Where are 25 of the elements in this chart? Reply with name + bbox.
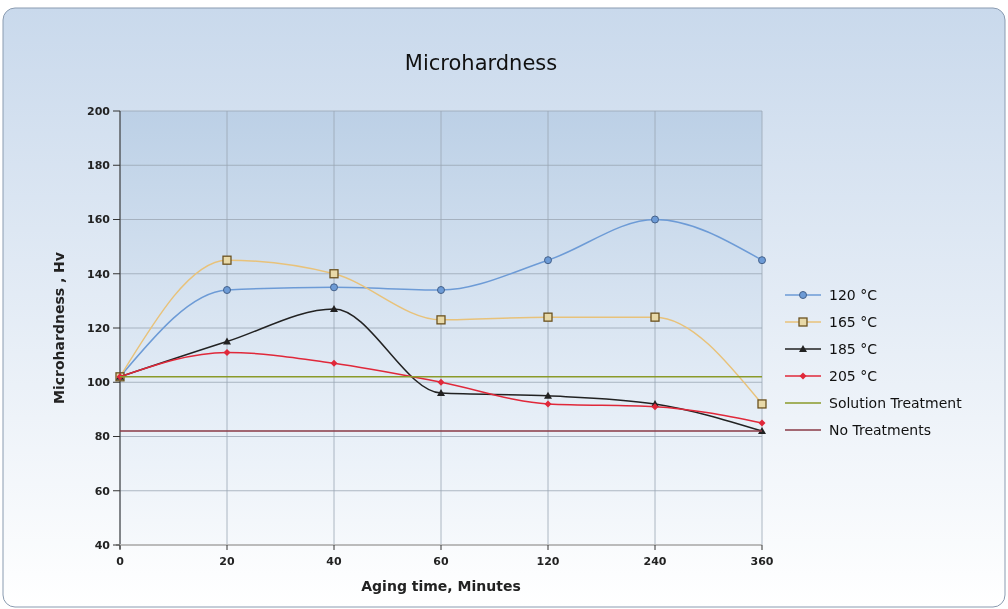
y-tick-label: 80 [94, 430, 111, 444]
y-tick-label: 140 [87, 267, 111, 281]
legend-label: No Treatments [829, 421, 932, 438]
chart-title: Microhardness [404, 51, 558, 75]
legend-label: 165 °C [829, 313, 878, 330]
x-tick-label: 20 [219, 555, 235, 568]
legend-label: 205 °C [829, 367, 878, 384]
legend-label: 185 °C [829, 340, 878, 357]
y-tick-label: 120 [87, 321, 111, 335]
x-tick-label: 60 [433, 555, 449, 568]
x-tick-label: 240 [643, 555, 667, 568]
y-tick-label: 200 [87, 104, 111, 118]
x-tick-label: 360 [750, 555, 774, 568]
x-tick-label: 0 [116, 555, 125, 568]
legend-label: Solution Treatment [829, 394, 963, 411]
y-tick-label: 160 [87, 213, 111, 227]
y-tick-label: 60 [94, 484, 111, 498]
legend-label: 120 °C [829, 286, 878, 303]
x-axis-title: Aging time, Minutes [361, 578, 521, 594]
y-axis-title: Microhardness , Hv [51, 252, 67, 404]
y-tick-label: 180 [87, 159, 111, 173]
y-tick-label: 40 [94, 538, 111, 552]
y-tick-label: 100 [87, 376, 111, 390]
x-tick-label: 40 [326, 555, 342, 568]
x-tick-label: 120 [536, 555, 560, 568]
